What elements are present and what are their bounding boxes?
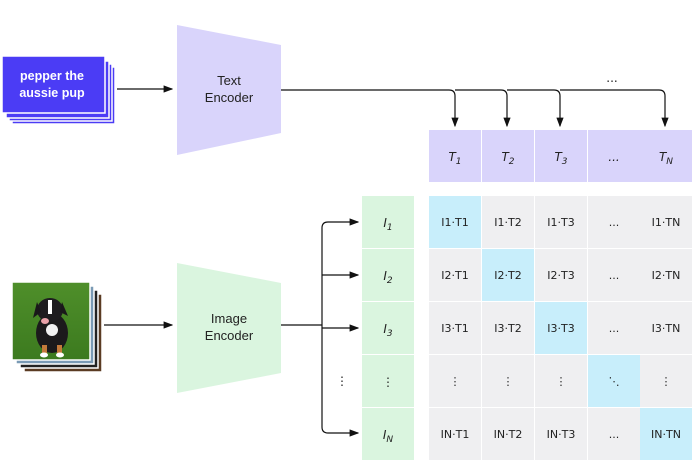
similarity-cell bbox=[640, 249, 692, 301]
similarity-cell bbox=[429, 355, 481, 407]
similarity-label: I2·T2 bbox=[494, 269, 521, 282]
text-embedding-label: T3 bbox=[554, 150, 567, 167]
text-encoder: Text Encoder bbox=[177, 25, 281, 155]
similarity-label: ⋱ bbox=[609, 375, 620, 388]
ellipsis: ⋮ bbox=[336, 374, 348, 388]
similarity-cell bbox=[640, 355, 692, 407]
similarity-label: IN·TN bbox=[651, 428, 681, 441]
image-embedding-label: I3 bbox=[383, 322, 393, 339]
similarity-grid: T1 T2 T3... TN I1 I2 I3 ⋮ IN I1·T1 I1·T2 I1·T3... I1… bbox=[362, 130, 692, 460]
similarity-label: I3·T3 bbox=[547, 322, 574, 335]
dog-photo bbox=[33, 298, 68, 358]
similarity-label: IN·T3 bbox=[547, 428, 576, 441]
diagonal-similarity-cell bbox=[640, 408, 692, 460]
similarity-cell bbox=[535, 355, 587, 407]
text-input-stack: pepper the aussie pup bbox=[1, 55, 116, 125]
similarity-label: I1·T2 bbox=[494, 216, 521, 229]
text-encoder-label: Encoder bbox=[205, 90, 254, 105]
similarity-cell bbox=[588, 302, 640, 354]
similarity-label: I2·TN bbox=[652, 269, 681, 282]
image-encoder-connectors bbox=[281, 218, 360, 437]
text-embedding-cell bbox=[482, 130, 534, 182]
text-encoder-connectors bbox=[281, 89, 669, 128]
text-embedding-label: TN bbox=[659, 150, 673, 167]
text-embedding-cell bbox=[429, 130, 481, 182]
image-input-stack bbox=[11, 281, 103, 373]
text-embedding-cell bbox=[640, 130, 692, 182]
similarity-cell bbox=[429, 302, 481, 354]
similarity-label: I3·TN bbox=[652, 322, 681, 335]
diagonal-similarity-cell bbox=[429, 196, 481, 248]
image-embedding-cell bbox=[362, 196, 414, 248]
text-input-line: pepper the bbox=[20, 69, 84, 83]
image-embedding-label: IN bbox=[383, 428, 394, 445]
similarity-label: I2·T1 bbox=[441, 269, 468, 282]
similarity-cell bbox=[640, 302, 692, 354]
text-encoder-label: Text bbox=[217, 73, 241, 88]
similarity-cell bbox=[482, 302, 534, 354]
text-embedding-label: T2 bbox=[501, 150, 514, 167]
image-embedding-cell bbox=[362, 249, 414, 301]
image-encoder: Image Encoder bbox=[177, 263, 281, 393]
image-embedding-label: I2 bbox=[383, 269, 393, 286]
similarity-cell bbox=[588, 249, 640, 301]
similarity-cell bbox=[482, 408, 534, 460]
similarity-label: ⋮ bbox=[661, 375, 672, 388]
ellipsis: ... bbox=[606, 71, 617, 85]
similarity-cell bbox=[429, 249, 481, 301]
similarity-label: I3·T1 bbox=[441, 322, 468, 335]
similarity-cell bbox=[535, 408, 587, 460]
image-embedding-cell bbox=[362, 355, 414, 407]
similarity-label: ... bbox=[609, 269, 620, 282]
similarity-cell bbox=[588, 408, 640, 460]
image-embedding-label: ⋮ bbox=[382, 375, 394, 389]
similarity-label: IN·T2 bbox=[494, 428, 523, 441]
similarity-cell bbox=[588, 196, 640, 248]
similarity-cell bbox=[482, 196, 534, 248]
text-input-line: aussie pup bbox=[19, 86, 85, 100]
similarity-label: ... bbox=[609, 428, 620, 441]
similarity-label: ⋮ bbox=[556, 375, 567, 388]
image-embedding-label: I1 bbox=[383, 216, 392, 233]
similarity-cell bbox=[482, 355, 534, 407]
similarity-label: I1·T3 bbox=[547, 216, 574, 229]
text-embedding-label: ... bbox=[608, 150, 619, 164]
image-encoder-label: Image bbox=[211, 311, 247, 326]
image-embedding-cell bbox=[362, 408, 414, 460]
diagonal-similarity-cell bbox=[588, 355, 640, 407]
similarity-cell bbox=[429, 408, 481, 460]
text-embedding-cell bbox=[588, 130, 640, 182]
similarity-label: ... bbox=[609, 322, 620, 335]
similarity-label: ... bbox=[609, 216, 620, 229]
similarity-label: I1·T1 bbox=[441, 216, 468, 229]
text-embedding-cell bbox=[535, 130, 587, 182]
similarity-label: ⋮ bbox=[503, 375, 514, 388]
similarity-cell bbox=[535, 196, 587, 248]
diagonal-similarity-cell bbox=[535, 302, 587, 354]
similarity-label: I3·T2 bbox=[494, 322, 521, 335]
similarity-label: ⋮ bbox=[450, 375, 461, 388]
image-encoder-label: Encoder bbox=[205, 328, 254, 343]
diagonal-similarity-cell bbox=[482, 249, 534, 301]
image-embedding-cell bbox=[362, 302, 414, 354]
text-embedding-label: T1 bbox=[448, 150, 461, 167]
similarity-cell bbox=[640, 196, 692, 248]
similarity-label: I2·T3 bbox=[547, 269, 574, 282]
similarity-label: IN·T1 bbox=[441, 428, 470, 441]
similarity-label: I1·TN bbox=[652, 216, 681, 229]
similarity-cell bbox=[535, 249, 587, 301]
